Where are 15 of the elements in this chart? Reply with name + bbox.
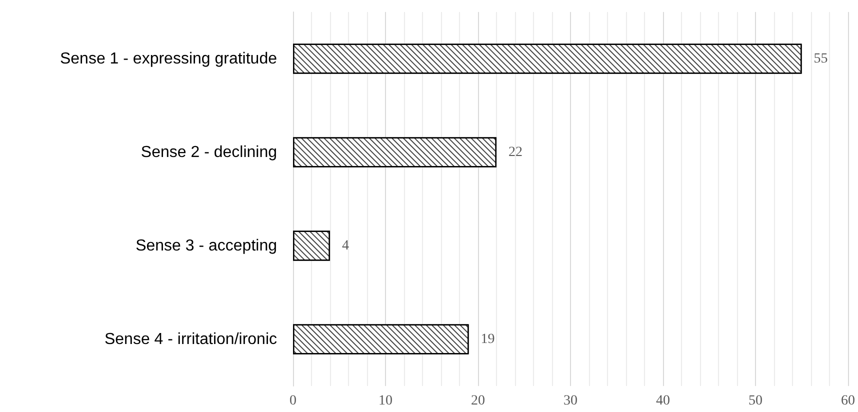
x-tick-label: 20 bbox=[471, 394, 485, 408]
y-tick-label: Sense 2 - declining bbox=[140, 144, 277, 161]
x-tick-label: 40 bbox=[656, 394, 670, 408]
data-label: 4 bbox=[342, 238, 349, 254]
y-tick-label: Sense 4 - irritation/ironic bbox=[104, 330, 277, 348]
data-label: 55 bbox=[814, 51, 828, 66]
data-label: 19 bbox=[480, 332, 495, 347]
x-tick-label: 0 bbox=[290, 394, 296, 408]
x-tick-label: 50 bbox=[748, 394, 762, 408]
x-tick-label: 60 bbox=[841, 394, 855, 408]
y-tick-label: Sense 1 - expressing gratitude bbox=[60, 50, 278, 68]
y-tick-label: Sense 3 - accepting bbox=[136, 237, 277, 254]
x-tick-label: 30 bbox=[564, 394, 578, 408]
data-label: 22 bbox=[508, 144, 522, 160]
x-tick-label: 10 bbox=[378, 394, 392, 408]
